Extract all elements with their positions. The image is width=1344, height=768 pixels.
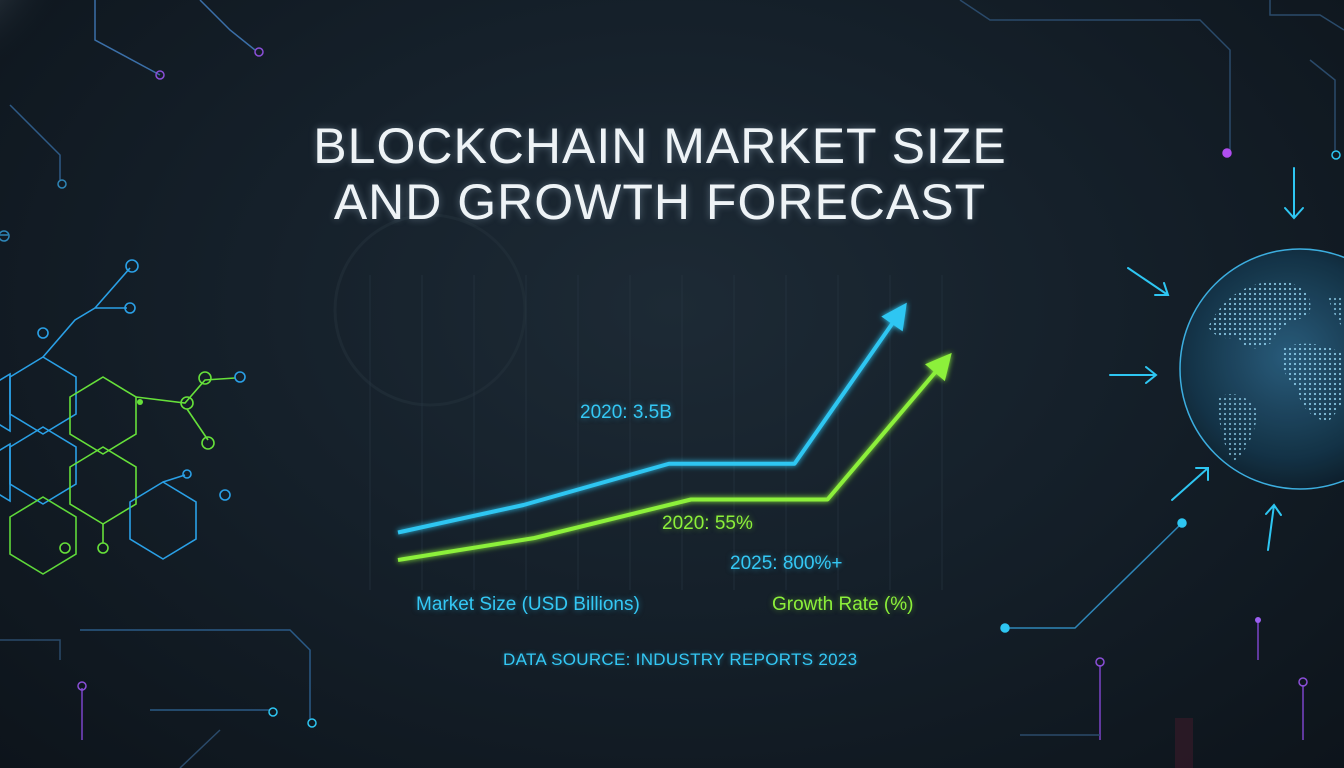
- annotation-growth-2020: 2020: 55%: [662, 513, 753, 534]
- chart-title: BLOCKCHAIN MARKET SIZE AND GROWTH FORECA…: [0, 118, 1320, 230]
- chart-grid: [369, 275, 943, 590]
- light-flare: [0, 0, 70, 80]
- annotation-growth-2025: 2025: 800%+: [730, 553, 843, 574]
- legend-growth-rate: Growth Rate (%): [772, 594, 914, 615]
- globe-icon: [1179, 248, 1344, 490]
- arrow-icon: [1109, 167, 1304, 551]
- data-source: DATA SOURCE: INDUSTRY REPORTS 2023: [503, 650, 858, 669]
- annotation-market-2020: 2020: 3.5B: [580, 402, 672, 423]
- legend-market-size: Market Size (USD Billions): [416, 594, 640, 615]
- series-arrowhead-0: [881, 302, 907, 332]
- hexagon-network-icon: [0, 259, 246, 575]
- series-arrowhead-1: [925, 352, 952, 382]
- title-line-1: BLOCKCHAIN MARKET SIZE: [313, 118, 1007, 174]
- chart-series: [397, 302, 952, 562]
- title-line-2: AND GROWTH FORECAST: [333, 174, 987, 230]
